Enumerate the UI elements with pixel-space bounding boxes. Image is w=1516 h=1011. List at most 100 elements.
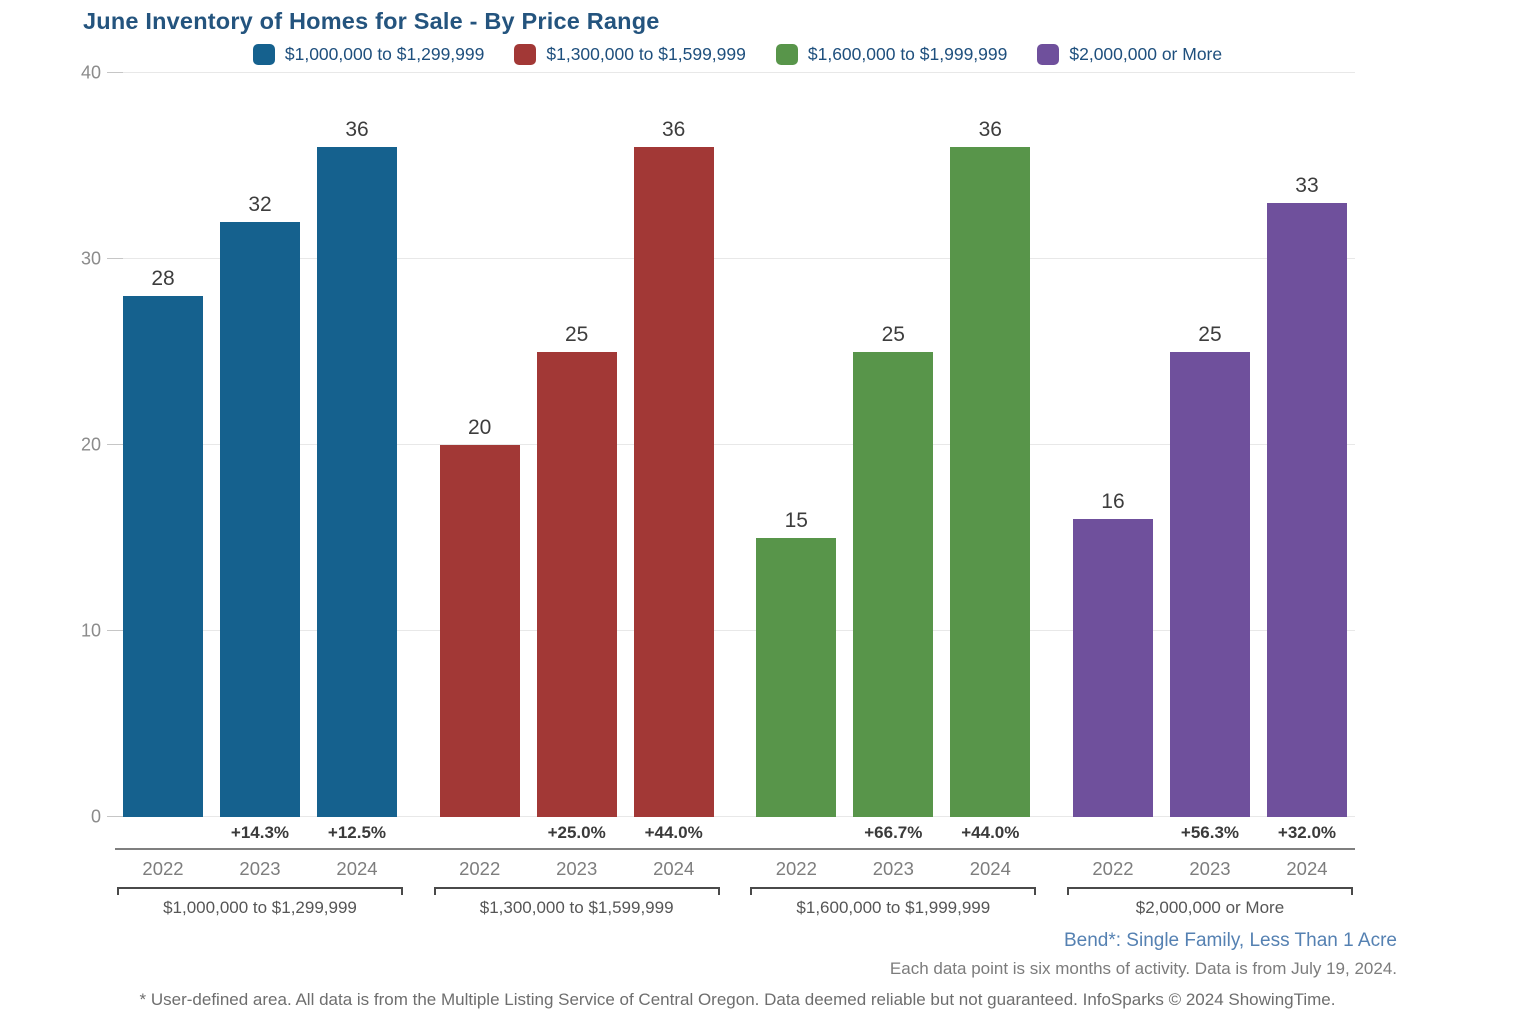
bar-value-label: 28	[151, 267, 175, 291]
bar-slot: 32	[220, 73, 300, 817]
bar-value-label: 25	[881, 323, 905, 346]
group-bracket	[750, 887, 1037, 895]
bar-1-2023[interactable]	[536, 352, 617, 817]
bar-2-2024[interactable]	[950, 147, 1031, 817]
legend-label: $2,000,000 or More	[1069, 43, 1223, 64]
chart-annotations: Bend*: Single Family, Less Than 1 Acre E…	[115, 930, 1397, 979]
bar-slot: 25	[853, 73, 934, 817]
bar-slot: 16	[1072, 73, 1153, 817]
year-label: 2023	[556, 858, 598, 879]
bar-1-2024[interactable]	[633, 147, 714, 817]
bar-2-2022[interactable]	[756, 538, 837, 817]
gridline-y-20	[115, 444, 1355, 445]
legend-swatch-icon	[775, 43, 798, 65]
year-cells-1: 2022 2023 2024	[440, 858, 714, 880]
bar-value-label: 16	[1101, 490, 1125, 514]
group-bracket	[1066, 887, 1353, 895]
bar-slot: 20	[439, 73, 520, 817]
data-note: Each data point is six months of activit…	[889, 959, 1397, 978]
bar-group-0: 28 32 36	[123, 73, 397, 817]
year-cells-2: 2022 2023 2024	[756, 858, 1030, 880]
bar-chart: 0 10 20 30 40 28 32 36 20 25 36 15 25 36 16 25 33 +14.3%…	[81, 63, 1355, 918]
y-axis-label-10: 10	[80, 620, 101, 641]
group-price-range-label: $2,000,000 or More	[1135, 898, 1285, 917]
gridline-y-10	[115, 630, 1355, 631]
bar-3-2024[interactable]	[1266, 203, 1347, 817]
group-price-range-label: $1,000,000 to $1,299,999	[163, 898, 357, 917]
y-axis-label-30: 30	[80, 248, 101, 269]
legend-label: $1,300,000 to $1,599,999	[546, 43, 746, 64]
year-cells-0: 2022 2023 2024	[123, 858, 397, 880]
legend-item-1[interactable]: $1,300,000 to $1,599,999	[514, 43, 746, 65]
bar-slot: 25	[1169, 73, 1250, 817]
group-footer-0: $1,000,000 to $1,299,999	[117, 887, 403, 918]
bar-slot: 36	[317, 73, 397, 817]
years-row: 2022 2023 2024 2022 2023 2024 2022 2023 2024 2022…	[115, 850, 1355, 887]
bar-value-label: 33	[1295, 174, 1319, 198]
bar-0-2023[interactable]	[220, 221, 300, 817]
pct-change-label: +12.5%	[327, 823, 387, 842]
year-label: 2023	[1189, 858, 1231, 879]
area-label: Bend*: Single Family, Less Than 1 Acre	[1063, 930, 1397, 951]
legend-label: $1,600,000 to $1,999,999	[807, 43, 1008, 64]
bar-0-2024[interactable]	[317, 147, 397, 817]
bar-value-label: 25	[564, 323, 589, 346]
pct-change-label: +44.0%	[961, 823, 1020, 842]
bar-slot: 28	[123, 73, 203, 817]
year-label: 2024	[1286, 858, 1328, 879]
year-label: 2024	[653, 858, 695, 879]
y-tick-0	[107, 816, 123, 817]
bar-slot: 15	[756, 73, 837, 817]
bar-value-label: 32	[248, 192, 272, 216]
year-label: 2022	[459, 858, 501, 879]
legend-item-0[interactable]: $1,000,000 to $1,299,999	[252, 43, 485, 65]
bar-group-1: 20 25 36	[439, 73, 714, 817]
bar-group-3: 16 25 33	[1072, 73, 1347, 817]
bar-value-label: 36	[345, 118, 369, 142]
year-label: 2024	[336, 858, 378, 879]
legend-item-3[interactable]: $2,000,000 or More	[1037, 43, 1223, 65]
bar-group-2: 15 25 36	[756, 73, 1031, 817]
bar-value-label: 25	[1198, 323, 1222, 346]
y-tick-10	[107, 630, 123, 631]
legend: $1,000,000 to $1,299,999 $1,300,000 to $1…	[115, 39, 1360, 69]
infosparks-chart-page: June Inventory of Homes for Sale - By Pr…	[0, 8, 1516, 1011]
y-axis-label-0: 0	[90, 806, 101, 827]
bar-3-2022[interactable]	[1072, 519, 1153, 817]
legend-label: $1,000,000 to $1,299,999	[284, 43, 485, 64]
group-price-range-label: $1,600,000 to $1,999,999	[796, 898, 991, 917]
x-axis-line	[115, 848, 1355, 850]
bar-0-2022[interactable]	[123, 296, 203, 817]
group-price-range-label: $1,300,000 to $1,599,999	[479, 898, 674, 917]
pct-change-label: +66.7%	[864, 823, 923, 842]
year-cells-3: 2022 2023 2024	[1073, 858, 1347, 880]
gridline-y-30	[115, 258, 1355, 259]
bar-slot: 33	[1266, 73, 1347, 817]
pct-change-label: +25.0%	[547, 823, 606, 842]
bar-2-2023[interactable]	[853, 352, 934, 817]
year-label: 2022	[142, 858, 184, 879]
bar-slot: 36	[950, 73, 1031, 817]
year-label: 2022	[1092, 858, 1134, 879]
bar-3-2023[interactable]	[1169, 352, 1250, 817]
group-bracket	[433, 887, 720, 895]
pct-change-label	[756, 823, 836, 843]
pct-cells-2: +66.7% +44.0%	[756, 823, 1030, 843]
bar-slot: 25	[536, 73, 617, 817]
bar-1-2022[interactable]	[439, 445, 520, 817]
legend-swatch-icon	[514, 43, 537, 65]
legend-swatch-icon	[1037, 43, 1060, 65]
group-footer-1: $1,300,000 to $1,599,999	[433, 887, 720, 918]
year-label: 2023	[239, 858, 281, 879]
chart-title: June Inventory of Homes for Sale - By Pr…	[83, 8, 660, 34]
pct-cells-0: +14.3% +12.5%	[123, 823, 397, 843]
group-footer-3: $2,000,000 or More	[1066, 887, 1353, 918]
y-tick-30	[107, 258, 123, 259]
legend-item-2[interactable]: $1,600,000 to $1,999,999	[775, 43, 1008, 65]
pct-cells-3: +56.3% +32.0%	[1073, 823, 1347, 843]
pct-change-label	[440, 823, 520, 843]
bar-value-label: 36	[978, 118, 1002, 142]
group-bracket	[117, 887, 403, 895]
bar-value-label: 36	[661, 118, 686, 142]
bar-value-label: 20	[467, 416, 492, 439]
